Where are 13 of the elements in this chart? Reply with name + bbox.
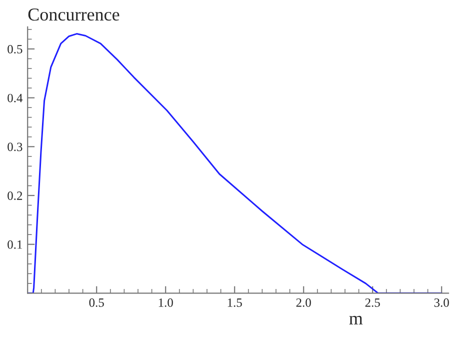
x-tick-label: 1.0 xyxy=(158,298,173,307)
y-tick-label: 0.1 xyxy=(8,240,22,249)
y-tick-label: 0.4 xyxy=(8,94,23,102)
y-tick-label: 0.2 xyxy=(8,192,22,200)
y-tick-label: 0.3 xyxy=(8,142,22,152)
x-tick-label: 3.0 xyxy=(434,298,449,307)
y-axis-title: Concurrence xyxy=(28,8,120,21)
x-tick-label: 1.5 xyxy=(228,298,242,307)
y-tick-label: 0.5 xyxy=(8,44,22,54)
x-tick-label: 2.0 xyxy=(296,298,311,307)
x-tick-label: 2.5 xyxy=(365,298,380,307)
x-axis-title: m xyxy=(349,316,363,324)
x-tick-label: 0.5 xyxy=(89,298,104,307)
